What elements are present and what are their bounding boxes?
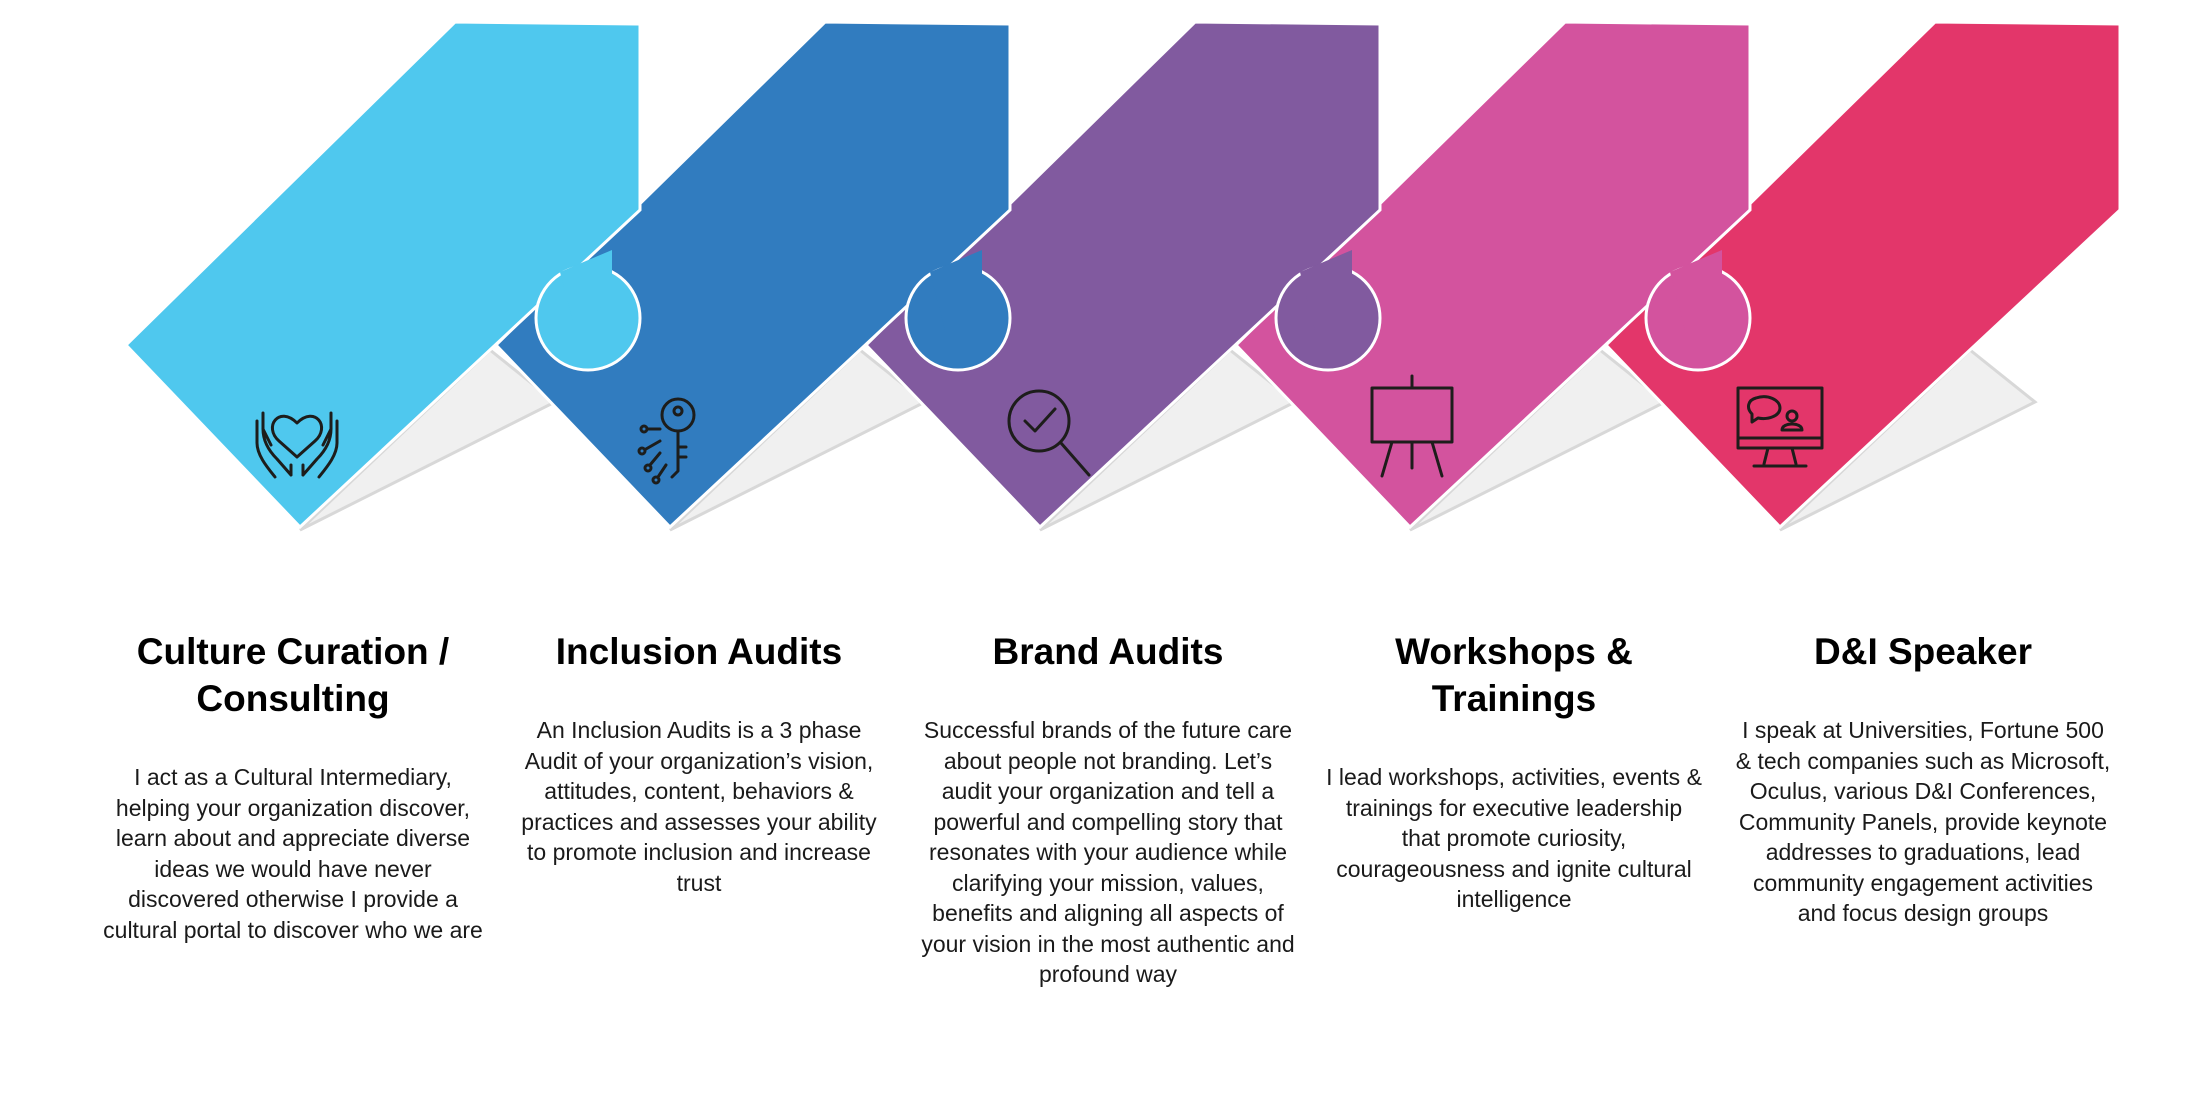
knob-seam (560, 250, 612, 330)
service-title: Inclusion Audits (555, 631, 843, 672)
puzzle-piece (123, 20, 642, 530)
service-title: D&I Speaker (1814, 631, 2032, 672)
piece-body (123, 20, 642, 530)
service-culture-curation: Culture Curation / Consulting I act as a… (103, 628, 483, 945)
service-di-speaker: D&I Speaker I speak at Universities, For… (1733, 628, 2113, 929)
magnifier-check-icon (1007, 389, 1091, 477)
service-title: Culture Curation / Consulting (136, 631, 450, 719)
service-workshops-trainings: Workshops & Trainings I lead workshops, … (1324, 628, 1704, 915)
puzzle-arrow-diagram (123, 20, 2120, 532)
service-title: Brand Audits (992, 631, 1224, 672)
presentation-board-icon (1370, 374, 1454, 478)
hands-heart-icon (255, 411, 339, 479)
video-call-monitor-icon (1736, 386, 1824, 468)
knob-seam (930, 250, 982, 330)
service-description: I lead workshops, activities, events & t… (1326, 764, 1702, 912)
key-icon (637, 397, 696, 485)
service-description: I speak at Universities, Fortune 500 & t… (1735, 717, 2111, 926)
service-inclusion-audits: Inclusion Audits An Inclusion Audits is … (509, 628, 889, 898)
service-description: I act as a Cultural Intermediary, helpin… (103, 764, 483, 943)
service-title: Workshops & Trainings (1395, 631, 1633, 719)
service-description: Successful brands of the future care abo… (921, 717, 1295, 987)
knob-seam (1670, 250, 1722, 330)
service-brand-audits: Brand Audits Successful brands of the fu… (918, 628, 1298, 990)
service-description: An Inclusion Audits is a 3 phase Audit o… (521, 717, 877, 896)
knob-seam (1300, 250, 1352, 330)
